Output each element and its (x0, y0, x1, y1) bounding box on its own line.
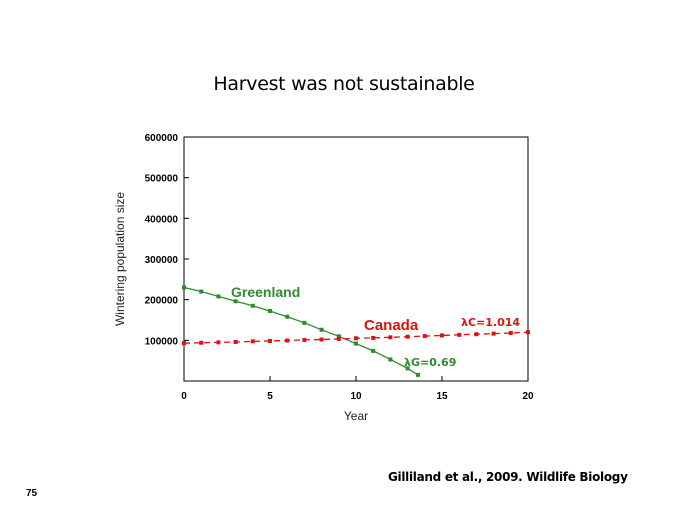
data-point-greenland (285, 314, 290, 319)
canada-series-label: Canada (364, 317, 419, 334)
data-point-canada (268, 338, 272, 343)
data-point-greenland (302, 320, 307, 325)
data-point-canada (182, 341, 186, 346)
series-layer (182, 285, 530, 377)
data-point-canada (491, 331, 496, 336)
x-tick-label: 0 (181, 391, 187, 402)
x-tick-label: 20 (522, 391, 534, 402)
x-axis: 0 5 10 15 20 (181, 376, 534, 402)
slide-title: Harvest was not sustainable (213, 73, 475, 95)
data-point-greenland (199, 289, 204, 294)
y-tick-label: 500000 (145, 174, 179, 185)
y-tick-label: 100000 (145, 336, 179, 347)
data-point-canada (302, 337, 307, 342)
data-point-canada (371, 335, 376, 340)
data-point-canada (508, 331, 513, 336)
data-point-canada (250, 339, 255, 344)
y-axis: 100000 200000 300000 400000 500000 600000 (145, 133, 189, 347)
data-point-canada (474, 332, 479, 337)
data-point-greenland (354, 341, 358, 346)
data-point-greenland (405, 366, 410, 371)
data-point-canada (526, 330, 530, 335)
data-point-greenland (388, 357, 393, 362)
data-point-canada (285, 338, 290, 343)
data-point-greenland (268, 309, 272, 314)
data-point-canada (233, 339, 238, 344)
y-tick-label: 400000 (145, 214, 179, 225)
citation: Gilliland et al., 2009. Wildlife Biology (388, 470, 628, 484)
y-tick-label: 600000 (145, 133, 179, 144)
y-tick-label: 200000 (145, 296, 179, 307)
x-tick-label: 15 (436, 391, 448, 402)
data-point-greenland (319, 327, 324, 332)
data-point-greenland (233, 299, 238, 304)
data-point-greenland (182, 285, 186, 290)
slide-number: 75 (26, 488, 38, 499)
greenland-rate-label: λG=0.69 (404, 356, 456, 369)
data-point-greenland (415, 372, 420, 377)
data-point-greenland (216, 294, 221, 299)
y-axis-label: Wintering population size (113, 192, 127, 326)
data-point-canada (199, 340, 204, 345)
data-point-canada (405, 334, 410, 339)
data-point-canada (354, 336, 358, 341)
data-point-greenland (336, 334, 341, 339)
data-point-canada (457, 332, 462, 337)
data-point-greenland (250, 303, 255, 308)
data-point-canada (422, 334, 427, 339)
data-point-canada (388, 335, 393, 340)
y-tick-label: 300000 (145, 255, 179, 266)
data-point-greenland (371, 348, 376, 353)
x-axis-label: Year (344, 409, 368, 423)
data-point-canada (216, 340, 221, 345)
x-tick-label: 5 (267, 391, 273, 402)
data-point-canada (336, 336, 341, 341)
greenland-series-label: Greenland (231, 284, 300, 300)
canada-rate-label: λC=1.014 (461, 316, 520, 329)
x-tick-label: 10 (350, 391, 362, 402)
data-point-canada (440, 333, 444, 338)
data-point-canada (319, 337, 324, 342)
